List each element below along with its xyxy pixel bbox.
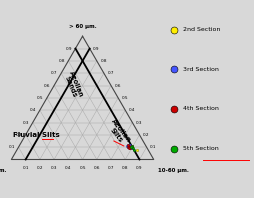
Text: 0.4: 0.4 bbox=[65, 166, 72, 170]
Point bbox=[132, 148, 136, 151]
Text: 0.7: 0.7 bbox=[108, 166, 114, 170]
Point bbox=[135, 148, 139, 151]
Text: 10-60 μm.: 10-60 μm. bbox=[158, 168, 189, 173]
Point bbox=[126, 143, 130, 146]
Point bbox=[128, 143, 132, 146]
Text: 0.8: 0.8 bbox=[100, 59, 107, 63]
Text: 0.9: 0.9 bbox=[65, 47, 72, 50]
Text: 0.9: 0.9 bbox=[136, 166, 143, 170]
Point bbox=[171, 107, 176, 110]
Point bbox=[128, 144, 132, 148]
Text: 0.1: 0.1 bbox=[22, 166, 29, 170]
Point bbox=[130, 146, 134, 149]
Point bbox=[127, 147, 131, 150]
Text: 0.8: 0.8 bbox=[58, 59, 65, 63]
Point bbox=[128, 146, 132, 149]
Text: Aeolian
Sands: Aeolian Sands bbox=[62, 70, 84, 101]
Point bbox=[128, 147, 132, 150]
Text: 0.9: 0.9 bbox=[93, 47, 100, 50]
Text: < 10 μm.: < 10 μm. bbox=[0, 168, 7, 173]
Text: 0.5: 0.5 bbox=[37, 96, 43, 100]
Text: 0.6: 0.6 bbox=[93, 166, 100, 170]
Text: Aeolian
Silts: Aeolian Silts bbox=[105, 118, 132, 148]
Text: 0.3: 0.3 bbox=[136, 121, 142, 125]
Point bbox=[130, 144, 134, 148]
Text: 0.2: 0.2 bbox=[37, 166, 43, 170]
Text: 0.1: 0.1 bbox=[150, 145, 156, 149]
Point bbox=[125, 144, 130, 148]
Text: 0.6: 0.6 bbox=[115, 84, 121, 88]
Text: 0.4: 0.4 bbox=[129, 108, 135, 112]
Point bbox=[128, 146, 132, 149]
Text: 5th Section: 5th Section bbox=[183, 146, 218, 151]
Point bbox=[127, 144, 131, 148]
Point bbox=[129, 146, 133, 149]
Text: 0.6: 0.6 bbox=[44, 84, 51, 88]
Point bbox=[129, 146, 133, 149]
Text: 0.7: 0.7 bbox=[51, 71, 58, 75]
Point bbox=[126, 146, 130, 149]
Text: 0.1: 0.1 bbox=[9, 145, 15, 149]
Point bbox=[126, 146, 130, 149]
Text: 0.2: 0.2 bbox=[143, 133, 150, 137]
Point bbox=[171, 28, 176, 31]
Point bbox=[126, 143, 130, 146]
Text: 0.2: 0.2 bbox=[15, 133, 22, 137]
Text: 0.5: 0.5 bbox=[79, 166, 86, 170]
Point bbox=[130, 144, 134, 148]
Text: 3rd Section: 3rd Section bbox=[183, 67, 218, 72]
Text: 0.4: 0.4 bbox=[30, 108, 36, 112]
Text: 0.3: 0.3 bbox=[23, 121, 29, 125]
Point bbox=[128, 146, 132, 149]
Point bbox=[171, 68, 176, 71]
Point bbox=[131, 147, 135, 150]
Text: Fluvial Silts: Fluvial Silts bbox=[13, 132, 60, 138]
Point bbox=[130, 147, 134, 150]
Text: 4th Section: 4th Section bbox=[183, 106, 218, 111]
Point bbox=[171, 147, 176, 150]
Text: 0.5: 0.5 bbox=[122, 96, 128, 100]
Text: 0.3: 0.3 bbox=[51, 166, 57, 170]
Point bbox=[127, 144, 131, 148]
Text: 2nd Section: 2nd Section bbox=[183, 27, 220, 32]
Text: > 60 μm.: > 60 μm. bbox=[69, 24, 97, 29]
Text: 0.8: 0.8 bbox=[122, 166, 129, 170]
Point bbox=[128, 147, 132, 150]
Text: 0.7: 0.7 bbox=[107, 71, 114, 75]
